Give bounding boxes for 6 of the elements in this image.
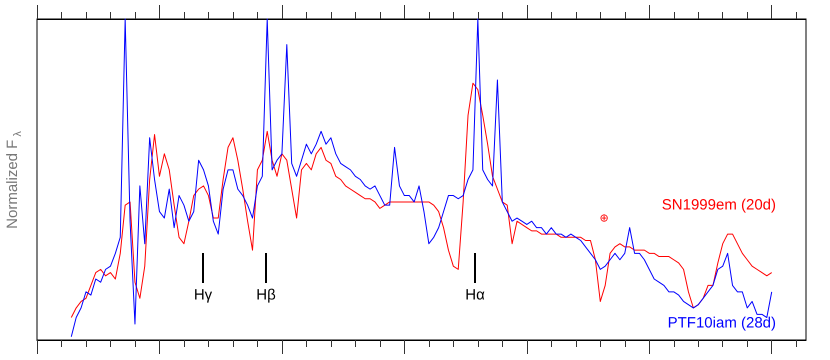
- annotation: ⊕: [600, 212, 608, 224]
- series-label: PTF10iam (28d): [668, 314, 776, 332]
- annotation: Hγ: [194, 286, 212, 304]
- annotation: Hα: [465, 286, 485, 304]
- text: SN1999em (20d): [662, 196, 776, 214]
- annotation: Hβ: [256, 286, 276, 304]
